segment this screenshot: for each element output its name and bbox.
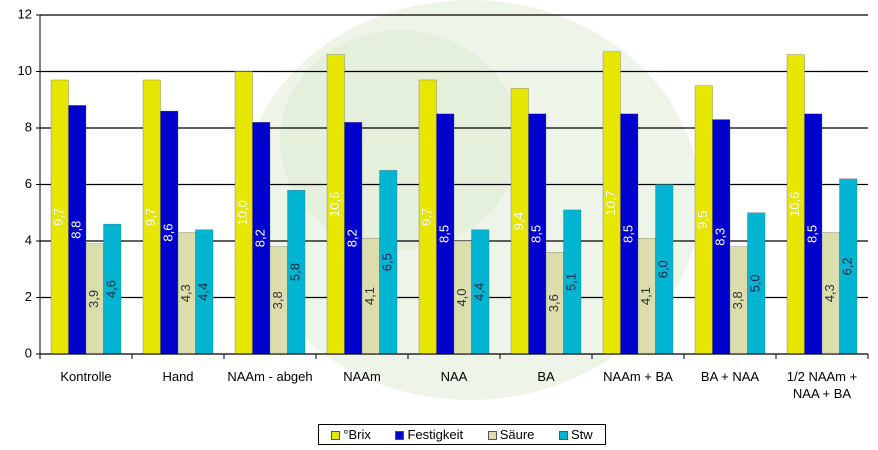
x-tick-label: BA + NAA	[700, 369, 760, 384]
value-label: 10,7	[603, 190, 618, 215]
y-tick-label: 0	[25, 345, 32, 360]
value-label: 4,3	[822, 284, 837, 302]
value-label: 9,7	[419, 208, 434, 226]
x-tick-label: BA	[537, 369, 555, 384]
value-label: 9,7	[51, 208, 66, 226]
y-tick-label: 4	[25, 232, 32, 247]
value-label: 4,1	[362, 287, 377, 305]
y-tick-label: 2	[25, 289, 32, 304]
value-label: 8,2	[253, 229, 268, 247]
value-label: 8,5	[805, 225, 820, 243]
value-label: 8,8	[69, 221, 84, 239]
legend: °Brix Festigkeit Säure Stw	[318, 424, 606, 445]
x-tick-label: NAA	[440, 369, 468, 384]
legend-swatch	[487, 431, 497, 441]
legend-label: Stw	[571, 427, 593, 442]
legend-swatch	[331, 431, 341, 441]
legend-label: °Brix	[343, 427, 371, 442]
value-label: 10,6	[327, 192, 342, 217]
value-label: 4,4	[472, 283, 487, 301]
legend-item: °Brix	[331, 427, 371, 442]
background-leaf	[280, 30, 520, 250]
legend-item: Stw	[559, 427, 593, 442]
value-label: 5,1	[564, 273, 579, 291]
y-tick-label: 10	[18, 63, 32, 78]
value-label: 4,3	[178, 284, 193, 302]
value-label: 4,4	[196, 283, 211, 301]
value-label: 9,7	[143, 208, 158, 226]
x-tick-label: NAAm + BA	[603, 369, 673, 384]
value-label: 3,9	[86, 290, 101, 308]
value-label: 10,6	[787, 192, 802, 217]
x-tick-label: Kontrolle	[60, 369, 112, 384]
y-tick-label: 8	[25, 119, 32, 134]
value-label: 4,1	[638, 287, 653, 305]
value-label: 3,6	[546, 294, 561, 312]
y-tick-label: 12	[18, 6, 32, 21]
legend-item: Säure	[487, 427, 535, 442]
value-label: 3,8	[730, 291, 745, 309]
value-label: 6,5	[380, 253, 395, 271]
legend-label: Säure	[499, 427, 535, 442]
value-label: 8,3	[713, 228, 728, 246]
value-label: 4,6	[104, 280, 119, 298]
legend-swatch	[559, 431, 569, 441]
value-label: 8,5	[437, 225, 452, 243]
legend-swatch	[395, 431, 405, 441]
x-tick-label: 1/2 NAAm + NAA + BA	[786, 369, 858, 401]
y-tick-label: 6	[25, 176, 32, 191]
x-tick-label: NAAm	[343, 369, 381, 384]
value-label: 4,0	[454, 288, 469, 306]
value-label: 9,4	[511, 212, 526, 230]
value-label: 8,2	[345, 229, 360, 247]
legend-item: Festigkeit	[395, 427, 463, 442]
value-label: 5,0	[748, 274, 763, 292]
value-label: 3,8	[270, 291, 285, 309]
value-label: 6,0	[656, 260, 671, 278]
legend-label: Festigkeit	[407, 427, 464, 442]
value-label: 10,0	[235, 200, 250, 225]
value-label: 8,5	[621, 225, 636, 243]
value-label: 6,2	[840, 257, 855, 275]
value-label: 8,6	[161, 223, 176, 241]
x-tick-label: Hand	[162, 369, 194, 384]
x-tick-label: NAAm - abgeh	[227, 369, 313, 384]
value-label: 5,8	[288, 263, 303, 281]
value-label: 8,5	[529, 225, 544, 243]
value-label: 9,5	[695, 211, 710, 229]
